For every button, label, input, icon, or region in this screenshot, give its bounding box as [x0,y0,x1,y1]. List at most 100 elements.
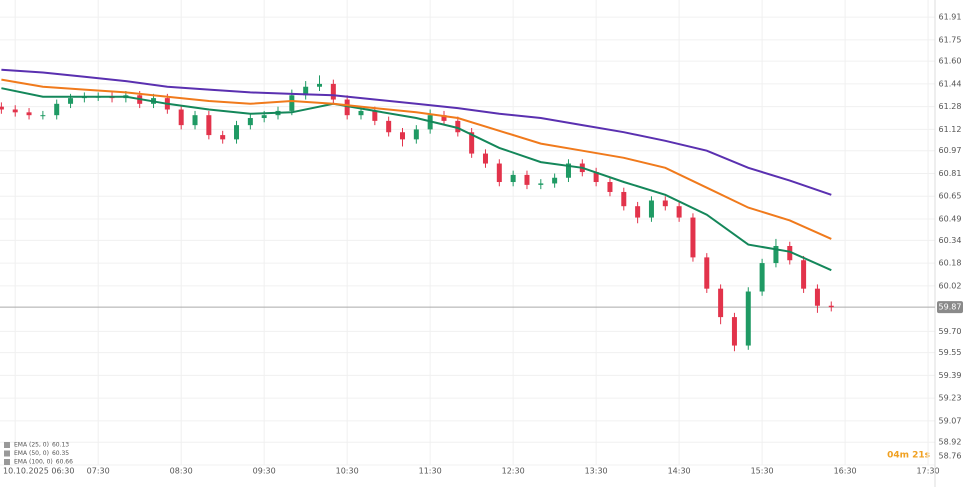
candle-body [220,135,226,140]
x-tick-label: 17:30 [917,467,940,476]
candle-body [552,177,558,184]
legend-value: 60.66 [56,459,73,466]
candle-body [261,115,267,119]
last-price-label: 59.87 [939,303,962,312]
y-tick-label: 60.65 [939,192,962,201]
legend-value: 60.13 [52,442,69,449]
candle-body [482,153,488,164]
candle-body [413,129,419,140]
y-tick-label: 60.97 [939,146,962,155]
y-tick-label: 60.02 [939,281,962,290]
candle-body [40,115,46,117]
x-tick-label: 15:30 [751,467,774,476]
candle-body [538,183,544,185]
ema-line [1,78,832,240]
x-tick-label: 12:30 [502,467,525,476]
candle-body [814,288,820,306]
y-tick-label: 60.49 [939,214,962,223]
candle-body [386,120,392,133]
x-tick-label: 09:30 [253,467,276,476]
candle-body [510,174,516,183]
ema-line [1,87,832,272]
y-tick-label: 59.23 [939,394,962,403]
ema-line [1,68,832,196]
candle-body [469,132,475,154]
candle-body [565,163,571,178]
candle-body [621,191,627,207]
candle-body [496,163,502,183]
candle-body [759,263,765,292]
x-tick-label: 14:30 [668,467,691,476]
candle-body [676,206,682,218]
candle-body [524,174,530,185]
legend-value: 60.35 [52,450,69,457]
candle-body [718,288,724,318]
x-tick-label: 07:30 [87,467,110,476]
candle-body [607,182,613,192]
x-tick-label: 16:30 [834,467,857,476]
candle-body [441,115,447,121]
candle-body [372,110,378,121]
y-tick-label: 59.39 [939,371,962,380]
last-price-box [937,301,963,314]
candle-body [399,132,405,140]
candle-body [455,120,461,133]
candle-body [192,115,198,126]
candle-body [247,118,253,126]
y-tick-label: 61.28 [939,102,962,111]
candle-body [690,217,696,258]
y-tick-label: 60.81 [939,169,962,178]
legend-name: EMA (100, 0) [14,459,53,466]
candle-body [206,115,212,136]
candle-body [12,109,18,113]
y-tick-label: 60.34 [939,236,962,245]
candle-body [704,257,710,289]
candle-body [593,172,599,183]
candle-body [787,246,793,261]
candle-body [178,109,184,126]
y-tick-label: 58.92 [939,438,962,447]
candle-body [745,291,751,346]
candle-body [731,317,737,346]
y-tick-label: 61.44 [939,79,962,88]
legend-icon [4,450,10,457]
candle-body [662,200,668,207]
candle-body [828,305,834,308]
x-tick-label: 08:30 [170,467,193,476]
candle-body [26,112,32,116]
candle-body [289,95,295,111]
y-tick-label: 61.75 [939,35,962,44]
y-tick-label: 61.12 [939,125,962,134]
candle-body [330,83,336,100]
candle-body [344,99,350,116]
candle-body [358,110,364,116]
candle-body [635,206,641,218]
legend-name: EMA (50, 0) [14,450,49,457]
x-tick-label: 10:30 [336,467,359,476]
countdown: 04m 21s [887,451,930,461]
candle-body [0,106,4,110]
x-tick-label: 10.10.2025 06:30 [3,467,74,476]
candle-body [303,86,309,96]
candle-body [648,200,654,218]
y-tick-label: 58.76 [939,452,962,461]
candle-body [801,260,807,289]
y-tick-label: 60.18 [939,259,962,268]
candle-body [773,246,779,264]
legend-icon [4,459,10,465]
x-tick-label: 13:30 [585,467,608,476]
y-tick-label: 59.55 [939,348,962,357]
legend-name: EMA (25, 0) [14,442,49,449]
y-tick-label: 61.60 [939,57,962,66]
y-tick-label: 59.07 [939,416,962,425]
candle-body [317,83,323,87]
legend-icon [4,442,10,448]
x-tick-label: 11:30 [419,467,442,476]
y-tick-label: 59.70 [939,327,962,336]
candle-body [234,125,240,140]
candle-body [54,103,60,116]
candle-body [68,98,74,104]
